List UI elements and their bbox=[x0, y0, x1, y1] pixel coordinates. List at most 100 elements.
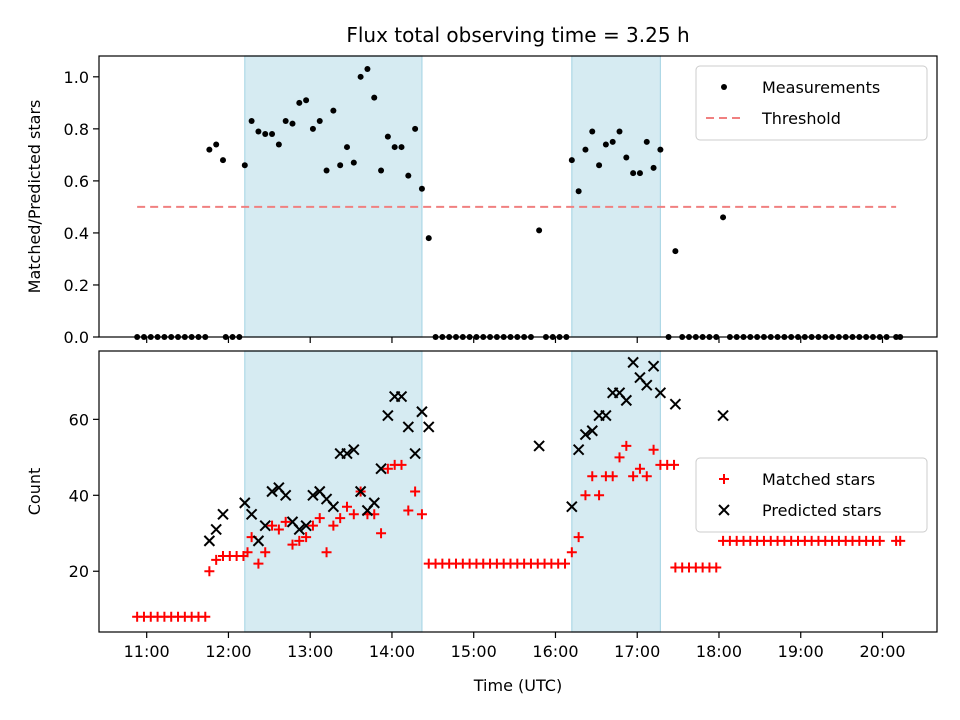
series-predicted-stars bbox=[203, 356, 729, 547]
y-axis-label: Count bbox=[25, 468, 44, 516]
data-point bbox=[266, 485, 278, 498]
chart-title: Flux total observing time = 3.25 h bbox=[346, 23, 689, 47]
data-point bbox=[239, 497, 251, 509]
y-tick-label: 0.4 bbox=[64, 224, 89, 243]
data-point bbox=[252, 535, 265, 547]
data-point bbox=[589, 128, 596, 135]
x-tick-label: 19:00 bbox=[778, 642, 824, 661]
data-point bbox=[382, 409, 394, 422]
data-point bbox=[416, 509, 427, 520]
data-point bbox=[412, 125, 419, 132]
data-point bbox=[423, 421, 435, 433]
y-tick-label: 0.2 bbox=[64, 276, 89, 295]
data-point bbox=[621, 440, 632, 451]
data-point bbox=[341, 501, 352, 512]
data-point bbox=[566, 547, 577, 558]
data-point bbox=[341, 447, 353, 460]
data-point bbox=[711, 562, 722, 573]
y-tick-label: 20 bbox=[69, 562, 89, 581]
shaded-interval bbox=[244, 55, 423, 338]
data-point bbox=[323, 167, 330, 174]
x-axis-label: Time (UTC) bbox=[473, 676, 562, 695]
data-point bbox=[309, 125, 316, 132]
data-point bbox=[328, 520, 339, 531]
data-point bbox=[609, 138, 616, 145]
data-point bbox=[213, 141, 220, 148]
data-point bbox=[206, 146, 213, 153]
data-point bbox=[269, 131, 276, 138]
legend-box bbox=[695, 65, 928, 141]
data-point bbox=[620, 394, 633, 407]
data-point bbox=[335, 513, 346, 524]
x-tick-label: 13:00 bbox=[287, 642, 333, 661]
data-point bbox=[720, 214, 727, 221]
legend-label: Threshold bbox=[761, 109, 841, 128]
y-tick-label: 1.0 bbox=[64, 68, 89, 87]
data-point bbox=[241, 162, 248, 169]
data-point bbox=[316, 118, 323, 125]
legend: Matched stars Predicted stars bbox=[695, 457, 928, 533]
data-point bbox=[600, 409, 612, 422]
data-point bbox=[253, 558, 264, 569]
data-point bbox=[641, 471, 652, 482]
data-point bbox=[572, 444, 585, 456]
data-point bbox=[616, 128, 623, 135]
x-tick-label: 11:00 bbox=[124, 642, 170, 661]
data-point bbox=[614, 452, 625, 463]
data-point bbox=[634, 463, 645, 474]
data-point bbox=[280, 516, 291, 527]
data-point bbox=[248, 118, 255, 125]
data-point bbox=[375, 463, 387, 475]
data-point bbox=[395, 390, 408, 403]
data-point bbox=[602, 141, 609, 148]
x-tick-label: 16:00 bbox=[532, 642, 578, 661]
data-point bbox=[575, 188, 582, 195]
data-point bbox=[717, 409, 729, 422]
data-point bbox=[203, 535, 216, 547]
data-point bbox=[560, 558, 571, 569]
data-point bbox=[895, 535, 906, 546]
y-axis-label: Matched/Predicted stars bbox=[25, 100, 44, 294]
data-point bbox=[405, 172, 412, 179]
data-point bbox=[573, 532, 584, 543]
legend-marker bbox=[721, 84, 727, 90]
data-point bbox=[314, 513, 325, 524]
data-point bbox=[245, 508, 258, 520]
data-point bbox=[287, 539, 298, 550]
legend-label: Predicted stars bbox=[762, 501, 882, 520]
x-tick-label: 18:00 bbox=[696, 642, 742, 661]
data-point bbox=[643, 138, 650, 145]
data-point bbox=[307, 520, 318, 531]
data-point bbox=[307, 489, 319, 502]
data-point bbox=[279, 489, 292, 502]
data-point bbox=[669, 398, 682, 410]
data-point bbox=[301, 532, 312, 543]
data-point bbox=[396, 459, 407, 470]
y-tick-label: 0.8 bbox=[64, 120, 89, 139]
data-point bbox=[289, 120, 296, 127]
data-point bbox=[579, 428, 592, 441]
data-point bbox=[398, 144, 405, 151]
data-point bbox=[343, 144, 350, 151]
y-tick-label: 60 bbox=[69, 410, 89, 429]
panel-2: 11:00 12:00 13:00 14:00 15:00 16:00 17:00 18:00… bbox=[25, 350, 938, 695]
data-point bbox=[418, 185, 425, 192]
data-point bbox=[657, 146, 664, 153]
data-point bbox=[536, 227, 543, 234]
data-point bbox=[357, 73, 364, 80]
data-point bbox=[371, 94, 378, 101]
data-point bbox=[378, 167, 385, 174]
data-point bbox=[641, 379, 653, 391]
data-point bbox=[628, 471, 639, 482]
data-point bbox=[650, 164, 657, 171]
data-point bbox=[368, 497, 380, 509]
data-point bbox=[425, 235, 432, 242]
data-point bbox=[348, 509, 359, 520]
data-point bbox=[596, 162, 603, 169]
data-point bbox=[364, 66, 371, 73]
data-point bbox=[350, 159, 357, 166]
data-point bbox=[211, 554, 222, 565]
series-matched-stars bbox=[132, 440, 906, 622]
legend-label: Matched stars bbox=[762, 470, 875, 489]
